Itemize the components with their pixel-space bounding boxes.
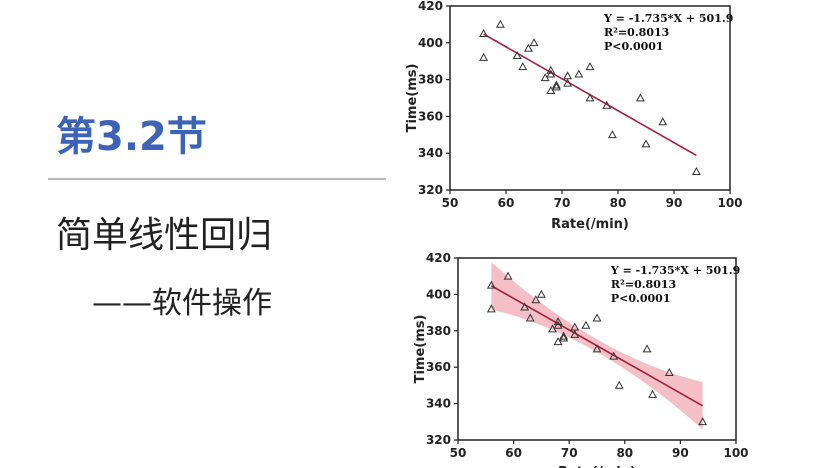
- y-axis-label: Time(ms): [413, 315, 428, 384]
- data-point: [553, 317, 563, 326]
- data-point: [546, 65, 556, 74]
- data-point: [520, 302, 530, 311]
- data-point: [648, 389, 658, 398]
- data-point: [563, 71, 573, 80]
- x-tick-label: 70: [554, 196, 571, 210]
- data-point: [585, 93, 595, 102]
- regression-annotation: R²=0.8013: [604, 26, 669, 39]
- data-point: [512, 51, 522, 60]
- data-point: [607, 130, 617, 139]
- data-point: [609, 351, 619, 360]
- y-tick-label: 320: [418, 183, 443, 197]
- y-tick-label: 340: [418, 146, 443, 160]
- regression-annotation: P<0.0001: [611, 292, 671, 305]
- scatter-chart-1: 50 60 70 80 90 100 320 340 360 380 400 420 Y = -1.73…: [405, 0, 743, 232]
- data-point: [592, 344, 602, 353]
- x-tick-label: 60: [498, 196, 515, 210]
- section-title: 第3.2节: [56, 114, 207, 160]
- data-point: [551, 80, 561, 89]
- data-point: [531, 295, 541, 304]
- x-tick-label: 50: [442, 196, 459, 210]
- data-point: [563, 78, 573, 87]
- x-tick-label: 90: [672, 446, 689, 460]
- data-point: [551, 82, 561, 91]
- data-point: [581, 320, 591, 329]
- data-point: [698, 417, 708, 426]
- data-point: [495, 19, 505, 28]
- data-point: [503, 271, 513, 280]
- data-point: [536, 289, 546, 298]
- slide-title: 简单线性回归: [56, 215, 273, 256]
- data-point: [479, 52, 489, 61]
- y-tick-label: 360: [418, 109, 443, 123]
- data-point: [486, 304, 496, 313]
- regression-annotation: R²=0.8013: [611, 278, 676, 291]
- data-point: [658, 117, 668, 126]
- y-axis-label: Time(ms): [405, 64, 420, 133]
- data-point: [518, 62, 528, 71]
- x-tick-label: 50: [450, 446, 467, 460]
- plot-frame: [449, 5, 731, 191]
- y-tick-label: 400: [426, 287, 451, 301]
- data-point: [664, 368, 674, 377]
- data-point: [523, 43, 533, 52]
- regression-annotation: P<0.0001: [604, 40, 664, 53]
- regression-annotation: Y = -1.735*X + 501.9: [610, 264, 740, 277]
- regression-annotation: Y = -1.735*X + 501.9: [603, 12, 733, 25]
- data-point: [546, 69, 556, 78]
- data-point: [614, 380, 624, 389]
- divider: [48, 178, 386, 180]
- x-tick-label: 80: [616, 446, 633, 460]
- y-tick-label: 340: [426, 397, 451, 411]
- y-tick-label: 320: [426, 433, 451, 447]
- y-tick-label: 420: [426, 251, 451, 265]
- x-tick-label: 80: [610, 196, 627, 210]
- data-point: [486, 280, 496, 289]
- data-point: [585, 62, 595, 71]
- data-point: [592, 313, 602, 322]
- x-tick-label: 100: [723, 446, 748, 460]
- data-point: [525, 313, 535, 322]
- x-tick-label: 90: [666, 196, 683, 210]
- data-point: [635, 93, 645, 102]
- x-axis-label: Rate(/min): [551, 217, 629, 232]
- data-point: [641, 139, 651, 148]
- y-tick-label: 380: [426, 324, 451, 338]
- y-tick-label: 380: [418, 73, 443, 87]
- data-point: [602, 100, 612, 109]
- data-point: [574, 69, 584, 78]
- data-point: [642, 344, 652, 353]
- data-point: [559, 333, 569, 342]
- data-point: [570, 329, 580, 338]
- x-axis-label: Rate(/min): [558, 465, 636, 468]
- y-tick-label: 420: [418, 0, 443, 13]
- data-point: [529, 38, 539, 47]
- data-point: [479, 28, 489, 37]
- data-point: [553, 320, 563, 329]
- x-tick-label: 70: [561, 446, 578, 460]
- y-tick-label: 400: [418, 36, 443, 50]
- data-point: [691, 166, 701, 175]
- x-tick-label: 100: [717, 196, 742, 210]
- data-point: [559, 331, 569, 340]
- slide-subtitle: ——软件操作: [92, 286, 272, 321]
- plot-frame: [457, 257, 737, 441]
- x-tick-label: 60: [505, 446, 522, 460]
- scatter-chart-2: 50 60 70 80 90 100 320 340 360 380 400 420 Y = -1.73…: [413, 251, 749, 468]
- y-tick-label: 360: [426, 360, 451, 374]
